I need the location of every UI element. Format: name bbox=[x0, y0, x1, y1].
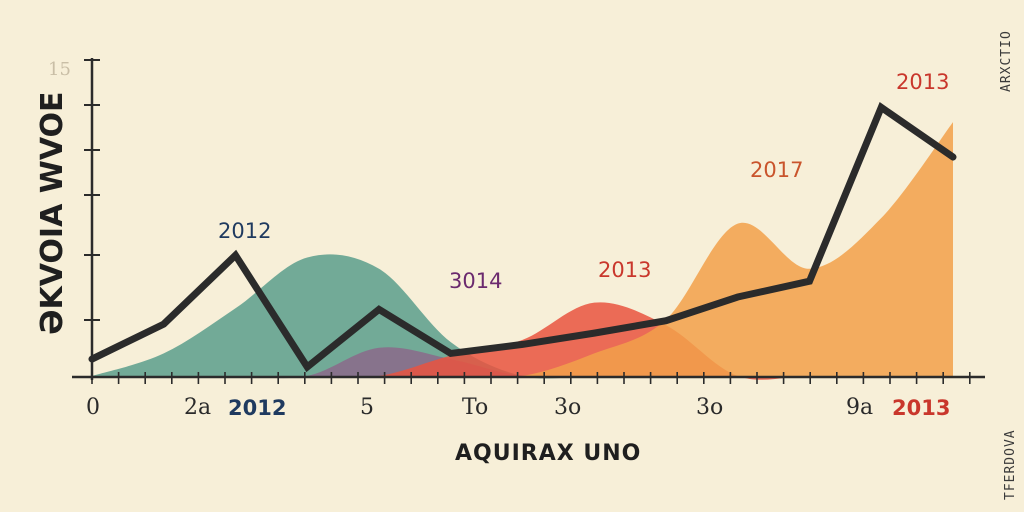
area-series-0 bbox=[92, 254, 953, 379]
line-point-2 bbox=[233, 253, 238, 258]
line-point-9 bbox=[735, 295, 740, 299]
annotation-2013-mid: 2013 bbox=[598, 258, 651, 282]
x-tick-label-2: 2012 bbox=[228, 396, 286, 420]
x-tick-label-0: 0 bbox=[86, 395, 100, 420]
x-axis-title: AQUIRAX UNO bbox=[455, 441, 641, 466]
line-point-12 bbox=[951, 155, 955, 160]
x-tick-label-6: 3o bbox=[696, 395, 723, 420]
line-point-5 bbox=[448, 351, 453, 356]
line-point-11 bbox=[879, 105, 884, 110]
side-text-top-right: ARXCTIO bbox=[999, 30, 1014, 92]
line-point-8 bbox=[664, 318, 668, 323]
annotation-2013-peak: 2013 bbox=[896, 70, 949, 94]
axes-group bbox=[72, 58, 985, 384]
line-point-1 bbox=[161, 322, 166, 327]
side-text-bottom-right: TFERDOVA bbox=[1003, 429, 1018, 500]
y-axis-title: ƏKVOIA WVOE bbox=[35, 91, 70, 335]
x-tick-label-5: 3o bbox=[554, 395, 581, 420]
annotation-3014: 3014 bbox=[449, 269, 502, 293]
line-point-6 bbox=[520, 342, 525, 347]
x-tick-label-1: 2a bbox=[184, 395, 211, 420]
line-point-10 bbox=[807, 279, 812, 284]
annotation-2012: 2012 bbox=[218, 219, 271, 243]
y-tick-label-top: 15 bbox=[48, 59, 71, 80]
line-point-0 bbox=[90, 357, 94, 362]
line-point-4 bbox=[377, 307, 381, 312]
x-tick-label-4: To bbox=[462, 395, 488, 420]
area-series-3 bbox=[92, 122, 953, 378]
x-tick-label-3: 5 bbox=[360, 395, 374, 420]
line-point-7 bbox=[592, 331, 597, 336]
x-tick-label-7: 9a bbox=[846, 395, 873, 420]
x-tick-label-8: 2013 bbox=[892, 396, 950, 420]
annotation-2017: 2017 bbox=[750, 158, 803, 182]
line-point-3 bbox=[305, 364, 310, 369]
